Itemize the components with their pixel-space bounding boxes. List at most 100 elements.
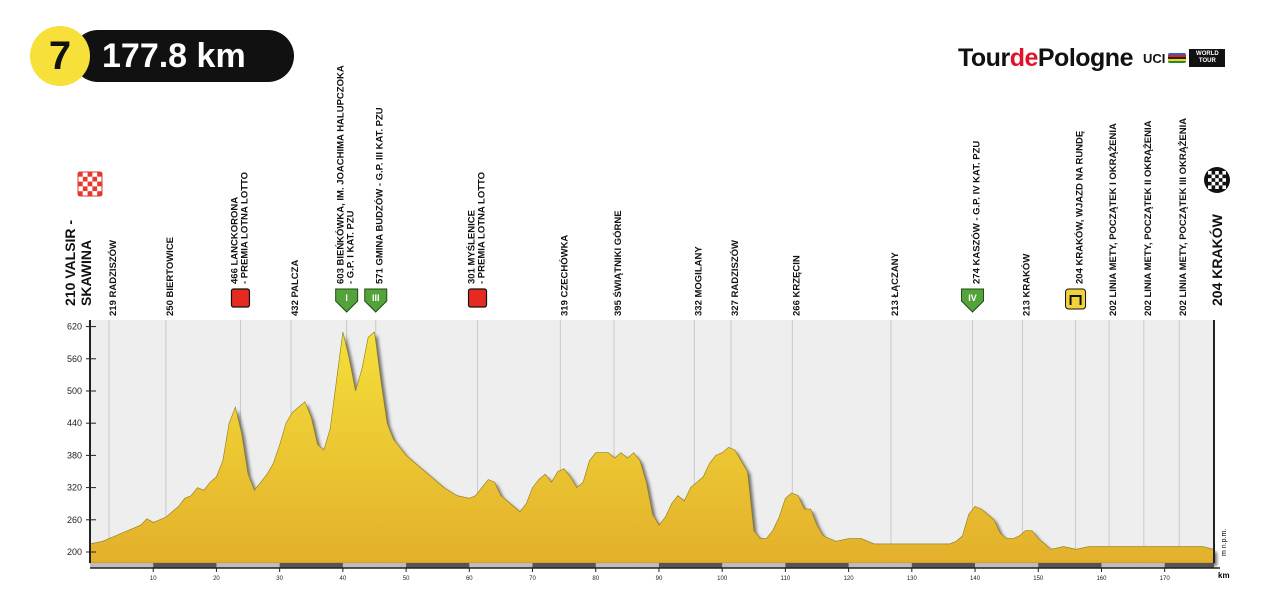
km-bar-segment xyxy=(469,563,533,568)
km-bar-segment xyxy=(216,563,280,568)
waypoint-label: 319 CZECHÓWKA xyxy=(558,235,570,316)
kom-marker xyxy=(335,288,359,313)
brand-pologne-text: Pologne xyxy=(1037,43,1134,72)
finish-flag-cell xyxy=(1215,171,1219,175)
x-tick-label: 170 xyxy=(1160,576,1171,582)
finish-flag-cell xyxy=(1211,181,1216,186)
y-tick-label: 560 xyxy=(67,354,82,364)
x-tick-label: 70 xyxy=(529,576,536,582)
x-tick-label: 110 xyxy=(781,576,791,582)
stage-badge: 177.8 km 7 xyxy=(30,26,294,86)
x-tick-label: 20 xyxy=(213,576,220,582)
waypoint-label: 202 LINIA METY, POCZĄTEK II OKRĄŻENIA xyxy=(1143,120,1154,316)
brand-tour-text: Tour xyxy=(958,43,1010,72)
waypoint-label: - PREMIA LOTNA LOTTO xyxy=(239,172,250,284)
waypoint-labels: 219 RADZISZÓW 250 BIERTOWICE 466 LANCKORON… xyxy=(107,65,1189,316)
finish-flag-cell xyxy=(1215,178,1219,182)
uci-rainbow-icon xyxy=(1168,53,1187,63)
x-tick-label: 140 xyxy=(970,576,981,582)
uci-logo: UCI xyxy=(1142,50,1166,66)
waypoint-label: 603 BIEŃKÓWKA, IM. JOACHIMA HALUPCZOKA xyxy=(335,65,347,284)
finish-flag-cell xyxy=(1222,185,1226,189)
waypoint-label: 202 LINIA METY, POCZĄTEK III OKRĄŻENIA xyxy=(1178,118,1189,316)
y-tick-label: 380 xyxy=(67,450,82,460)
waypoint-label: - G.P. I KAT. PZU xyxy=(346,210,357,284)
start-flag-cell xyxy=(97,191,102,196)
waypoint-markers: I III IV xyxy=(230,288,1087,313)
y-tick-label: 320 xyxy=(67,483,82,493)
waypoint-label: 213 ŁĄCZANY xyxy=(890,251,901,316)
y-tick-label: 620 xyxy=(67,322,82,332)
y-tick-label: 440 xyxy=(67,418,82,428)
start-flag-cell xyxy=(87,176,93,182)
stage-number: 7 xyxy=(30,26,90,86)
x-tick-label: 100 xyxy=(717,576,728,582)
start-flag-cell xyxy=(97,176,102,182)
kom-category-label: IV xyxy=(968,293,977,303)
x-tick-label: 130 xyxy=(907,576,918,582)
y-tick-label: 200 xyxy=(67,547,82,557)
start-flag-cell xyxy=(78,186,83,192)
finish-flag-cell xyxy=(1208,185,1212,189)
km-bar-segment xyxy=(595,563,659,568)
waypoint-label: 219 RADZISZÓW xyxy=(107,240,119,316)
start-flag-cell xyxy=(78,172,83,177)
start-flag-icon xyxy=(77,171,103,197)
start-flag-cell xyxy=(92,172,98,177)
x-tick-label: 150 xyxy=(1033,576,1044,582)
waypoint-label: 274 KASZÓW - G.P. IV KAT. PZU xyxy=(971,141,983,284)
start-flag-cell xyxy=(82,186,88,192)
km-bar-segment xyxy=(342,563,407,568)
x-tick-label: 40 xyxy=(340,576,347,582)
finish-label: 204 KRAKÓW xyxy=(1208,213,1225,306)
start-marker: 210 VALSIR - SKAWINA xyxy=(62,171,103,306)
x-axis-label: km xyxy=(1218,571,1230,580)
y-tick-label: 500 xyxy=(67,386,82,396)
start-label-line2: SKAWINA xyxy=(78,240,94,306)
start-flag-cell xyxy=(82,172,88,177)
start-flag-cell xyxy=(97,186,102,192)
brand-wordmark: TourdePologne xyxy=(958,44,1133,73)
finish-flag-cell xyxy=(1222,178,1226,182)
y-axis-ticks: 200 260 320 380 440 500 560 620 xyxy=(67,322,96,557)
waypoint-label: 250 BIERTOWICE xyxy=(165,237,176,316)
x-axis-ticks: 10 20 30 40 50 60 70 80 90 100 110 120 130 140 150 160 1… xyxy=(150,568,1170,582)
kom-category-label: III xyxy=(372,293,380,303)
tour-de-pologne-logo: TourdePologne UCI WORLD TOUR xyxy=(958,42,1226,74)
km-bar-segment xyxy=(1101,563,1165,568)
start-flag-cell xyxy=(78,181,83,187)
start-flag-cell xyxy=(87,181,93,187)
start-flag-cell xyxy=(87,186,93,192)
x-tick-label: 120 xyxy=(844,576,855,582)
waypoint-label: 204 KRAKÓW, WJAZD NA RUNDĘ xyxy=(1074,131,1086,284)
start-flag-cell xyxy=(87,172,93,177)
finish-marker: 204 KRAKÓW xyxy=(1204,167,1230,306)
waypoint-label: 466 LANCKORONA xyxy=(229,197,240,284)
x-tick-label: 60 xyxy=(466,576,473,582)
start-flag-cell xyxy=(92,176,98,182)
start-flag-cell xyxy=(97,172,102,177)
stage-distance: 177.8 km xyxy=(72,30,294,82)
finish-flag-cell xyxy=(1222,171,1226,175)
waypoint-label: 301 MYŚLENICE xyxy=(466,210,478,284)
finish-flag-cell xyxy=(1218,181,1223,186)
km-bar-segment xyxy=(848,563,912,568)
world-tour-badge: WORLD TOUR xyxy=(1189,49,1226,67)
start-label: 210 VALSIR - xyxy=(62,220,78,306)
x-axis-bar xyxy=(90,563,1220,569)
circuit-icon xyxy=(1069,295,1082,305)
waypoint-label: 327 RADZISZÓW xyxy=(729,240,741,316)
kom-marker xyxy=(364,288,388,313)
start-flag-cell xyxy=(82,181,88,187)
waypoint-label: 571 GMINA BUDZÓW - G.P. III KAT. PZU xyxy=(374,107,386,284)
x-tick-label: 80 xyxy=(592,576,599,582)
km-bar-segment xyxy=(90,563,154,568)
x-tick-label: 160 xyxy=(1096,576,1107,582)
finish-flag-cell xyxy=(1211,174,1216,179)
y-axis-label: m n.p.m. xyxy=(1221,529,1228,556)
start-flag-cell xyxy=(87,191,93,196)
waypoint-label: 332 MOGILANY xyxy=(693,246,704,316)
finish-flag-cell xyxy=(1215,185,1219,189)
start-flag-cell xyxy=(82,176,88,182)
